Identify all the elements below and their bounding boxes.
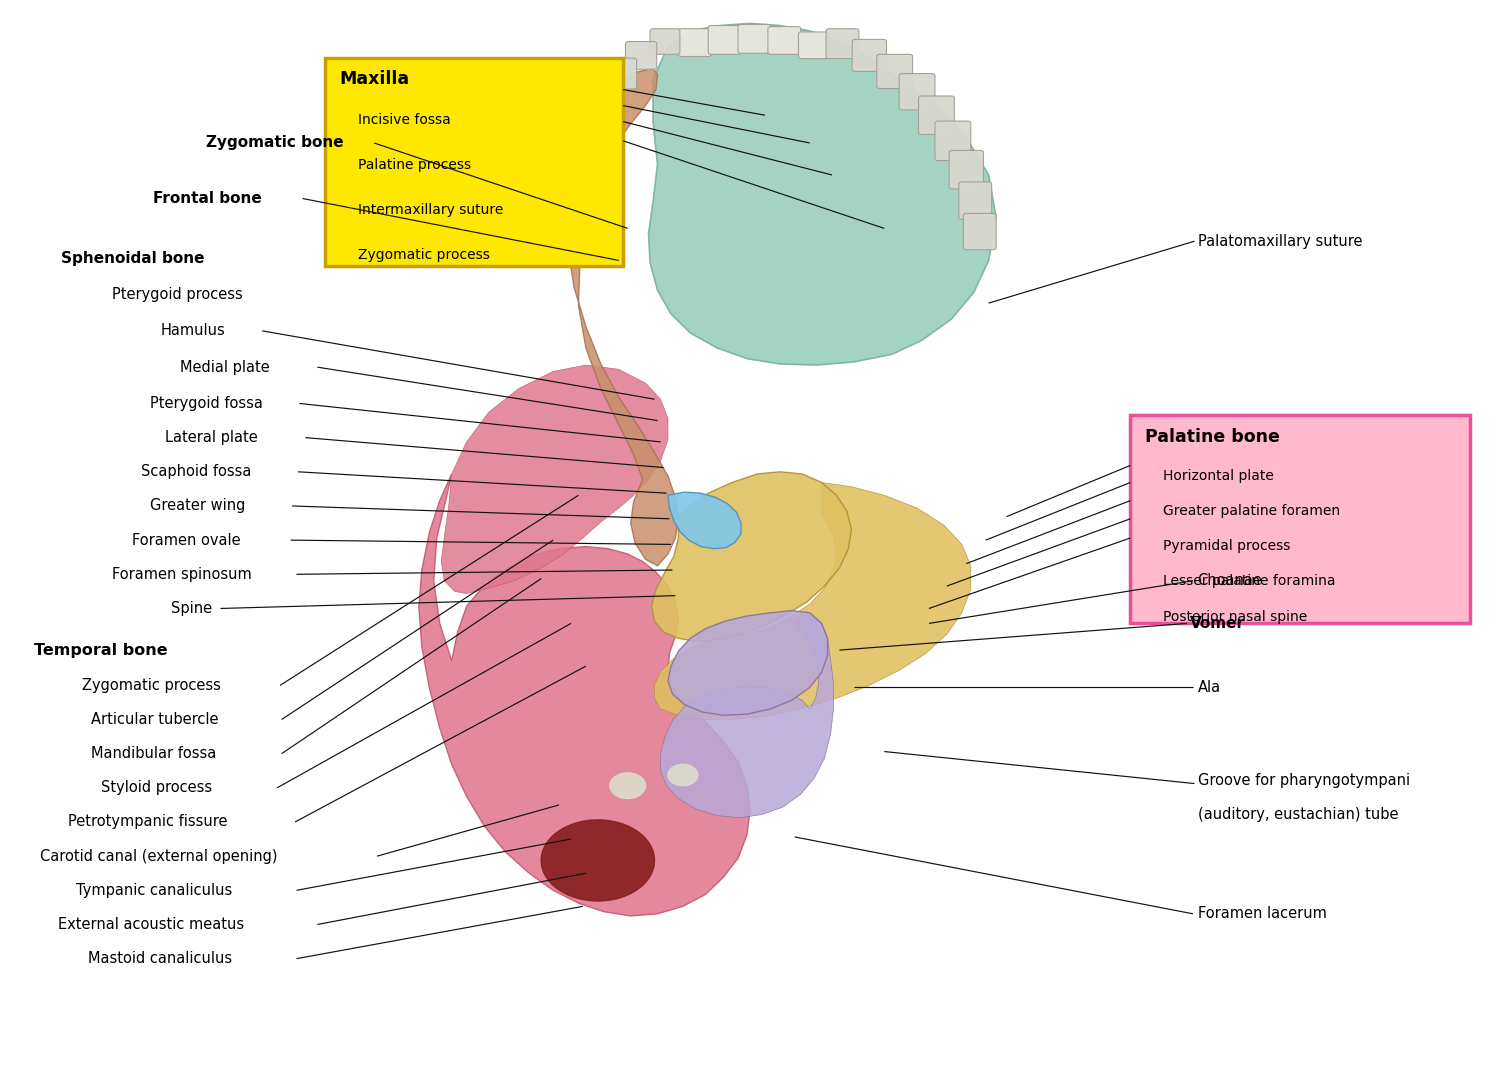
FancyBboxPatch shape: [678, 29, 711, 56]
Text: Spine: Spine: [171, 601, 213, 615]
PathPatch shape: [660, 612, 834, 818]
Text: Frontal bone: Frontal bone: [153, 190, 262, 206]
FancyBboxPatch shape: [798, 32, 830, 58]
Text: Pterygoid process: Pterygoid process: [111, 287, 243, 302]
FancyBboxPatch shape: [898, 73, 934, 110]
Text: Posterior nasal spine: Posterior nasal spine: [1162, 609, 1308, 623]
Text: Intermaxillary suture: Intermaxillary suture: [357, 202, 503, 216]
Text: Choanae: Choanae: [1197, 574, 1263, 589]
Text: Articular tubercle: Articular tubercle: [90, 712, 218, 727]
FancyBboxPatch shape: [326, 57, 622, 266]
Text: Petrotympanic fissure: Petrotympanic fissure: [69, 815, 228, 830]
FancyBboxPatch shape: [827, 29, 860, 58]
Text: Pterygoid fossa: Pterygoid fossa: [150, 396, 262, 411]
Text: Zygomatic process: Zygomatic process: [357, 247, 489, 261]
Text: Sphenoidal bone: Sphenoidal bone: [62, 251, 204, 266]
PathPatch shape: [648, 24, 996, 365]
Text: Hamulus: Hamulus: [160, 324, 225, 338]
Text: Zygomatic process: Zygomatic process: [81, 678, 220, 693]
FancyBboxPatch shape: [950, 151, 984, 189]
Text: Palatine process: Palatine process: [357, 158, 471, 172]
FancyBboxPatch shape: [604, 58, 636, 89]
Text: Groove for pharyngotympani: Groove for pharyngotympani: [1197, 773, 1410, 788]
Text: Carotid canal (external opening): Carotid canal (external opening): [40, 849, 278, 864]
Text: Temporal bone: Temporal bone: [34, 642, 168, 657]
FancyBboxPatch shape: [852, 40, 886, 71]
PathPatch shape: [651, 471, 852, 641]
FancyBboxPatch shape: [626, 42, 657, 69]
FancyBboxPatch shape: [1131, 415, 1470, 623]
PathPatch shape: [441, 365, 668, 594]
FancyBboxPatch shape: [768, 27, 801, 55]
Text: (auditory, eustachian) tube: (auditory, eustachian) tube: [1197, 807, 1398, 822]
Text: Horizontal plate: Horizontal plate: [1162, 469, 1274, 483]
Text: Pyramidal process: Pyramidal process: [1162, 539, 1290, 553]
Text: Mastoid canaliculus: Mastoid canaliculus: [87, 951, 232, 966]
FancyBboxPatch shape: [738, 25, 771, 54]
FancyBboxPatch shape: [934, 122, 970, 160]
FancyBboxPatch shape: [958, 182, 992, 220]
PathPatch shape: [654, 482, 970, 720]
PathPatch shape: [668, 492, 741, 549]
Circle shape: [610, 773, 645, 798]
Circle shape: [542, 820, 654, 901]
Text: Medial plate: Medial plate: [180, 359, 270, 374]
Text: Styloid process: Styloid process: [100, 780, 213, 795]
PathPatch shape: [419, 473, 750, 916]
Text: Mandibular fossa: Mandibular fossa: [90, 746, 216, 761]
Text: External acoustic meatus: External acoustic meatus: [58, 917, 244, 932]
FancyBboxPatch shape: [708, 26, 741, 55]
Text: Foramen lacerum: Foramen lacerum: [1197, 906, 1326, 921]
FancyBboxPatch shape: [650, 29, 680, 55]
Text: Maxilla: Maxilla: [340, 70, 410, 88]
Circle shape: [668, 764, 698, 785]
Text: Ala: Ala: [1197, 680, 1221, 695]
Text: Tympanic canaliculus: Tympanic canaliculus: [76, 882, 232, 897]
Text: Palatine bone: Palatine bone: [1146, 428, 1280, 447]
PathPatch shape: [668, 610, 828, 716]
Text: Zygomatic bone: Zygomatic bone: [206, 136, 344, 151]
Text: Lateral plate: Lateral plate: [165, 430, 258, 445]
Text: Greater palatine foramen: Greater palatine foramen: [1162, 504, 1341, 518]
Text: Foramen ovale: Foramen ovale: [132, 533, 242, 548]
FancyBboxPatch shape: [963, 213, 996, 250]
FancyBboxPatch shape: [918, 96, 954, 134]
Text: Greater wing: Greater wing: [150, 498, 246, 513]
Text: Palatomaxillary suture: Palatomaxillary suture: [1197, 233, 1362, 249]
Text: Foramen spinosum: Foramen spinosum: [111, 567, 252, 582]
Text: Vomer: Vomer: [1190, 615, 1245, 631]
Text: Incisive fossa: Incisive fossa: [357, 113, 450, 127]
PathPatch shape: [567, 68, 678, 566]
Text: Lesser palatine foramina: Lesser palatine foramina: [1162, 575, 1335, 589]
FancyBboxPatch shape: [878, 55, 912, 88]
Text: Scaphoid fossa: Scaphoid fossa: [141, 465, 252, 479]
